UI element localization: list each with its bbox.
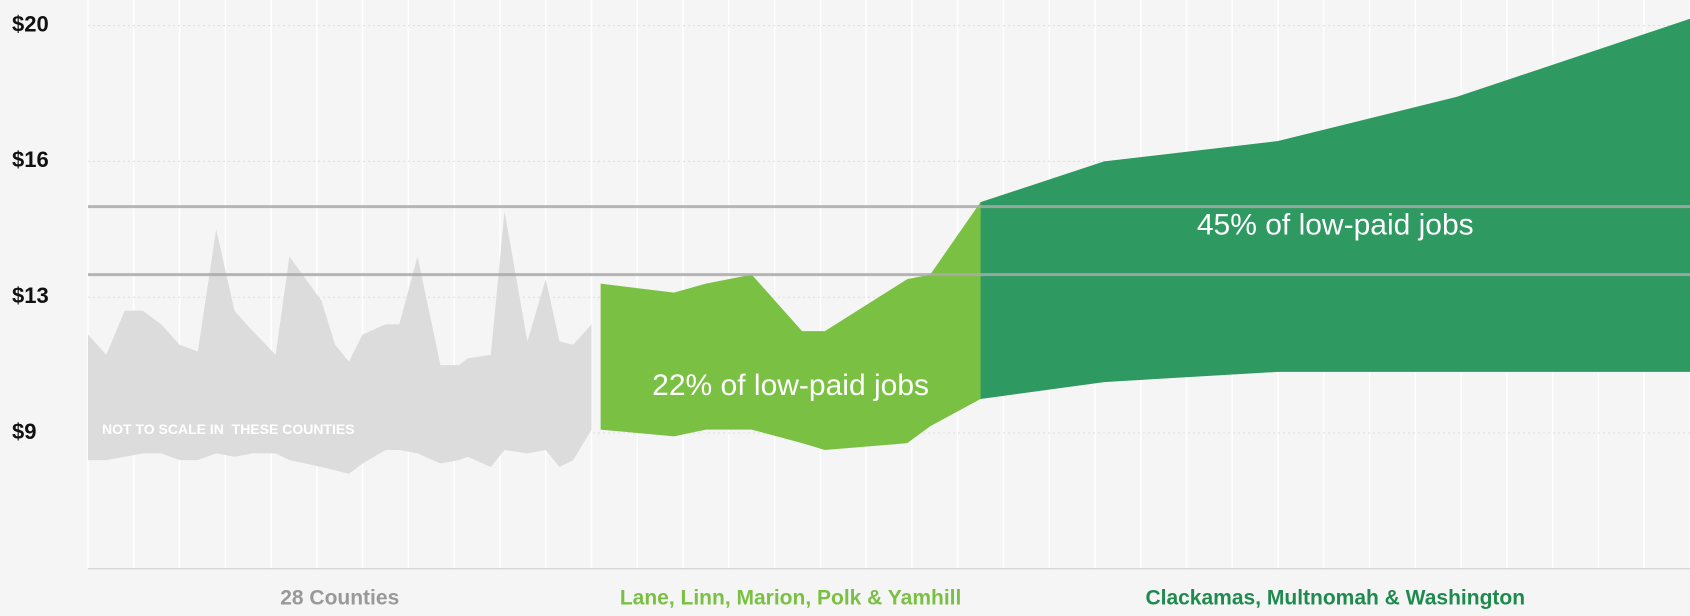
- band-note: NOT TO SCALE IN THESE COUNTIES: [102, 421, 355, 437]
- y-tick-label: $16: [12, 147, 49, 172]
- band-annotation: 45% of low-paid jobs: [1197, 208, 1474, 241]
- wage-band: [980, 18, 1690, 400]
- region-label: Lane, Linn, Marion, Polk & Yamhill: [620, 586, 962, 609]
- wage-band: [88, 211, 592, 474]
- wage-band: [600, 202, 981, 450]
- y-tick-label: $20: [12, 11, 49, 36]
- region-label: 28 Counties: [280, 586, 399, 609]
- region-label: Clackamas, Multnomah & Washington: [1145, 586, 1525, 609]
- y-tick-label: $9: [12, 419, 36, 444]
- y-tick-label: $13: [12, 283, 49, 308]
- band-annotation: 22% of low-paid jobs: [652, 369, 929, 402]
